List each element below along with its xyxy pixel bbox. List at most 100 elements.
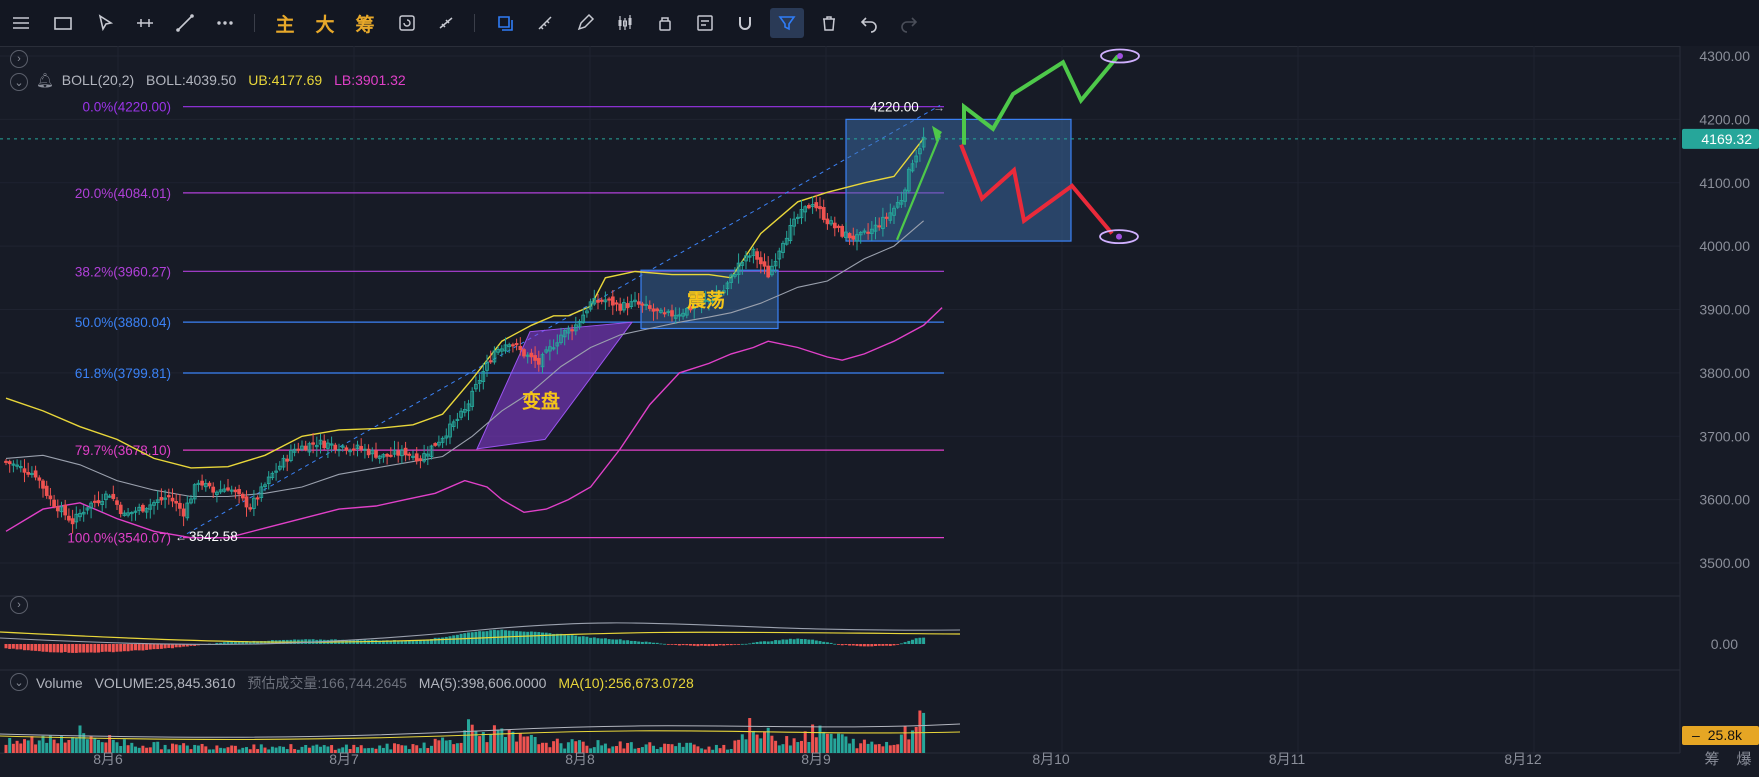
macd-bar	[148, 644, 152, 650]
big-order-button[interactable]: 大	[315, 14, 335, 36]
layers-icon[interactable]	[488, 8, 522, 38]
candle-body	[340, 445, 345, 448]
volume-bar	[729, 748, 733, 753]
collapse-toggle-icon[interactable]: ›	[10, 50, 28, 68]
macd-bar	[426, 639, 430, 644]
volume-bar	[840, 734, 844, 753]
volume-bar	[615, 746, 618, 753]
macd-bar	[541, 632, 544, 644]
candle-body	[884, 216, 889, 219]
filter-icon[interactable]	[770, 8, 804, 38]
macd-bar	[63, 644, 67, 653]
candle-body	[496, 349, 500, 353]
candle-body	[374, 450, 378, 458]
collapse-macd-icon[interactable]: ›	[10, 596, 28, 614]
candles-icon[interactable]	[608, 8, 642, 38]
volume-bar	[352, 744, 356, 753]
redo-icon[interactable]	[892, 8, 926, 38]
candle-body	[296, 448, 301, 451]
magnet-icon[interactable]	[728, 8, 762, 38]
lock-icon[interactable]	[648, 8, 682, 38]
volume-bar	[844, 736, 848, 753]
bearish-path	[959, 143, 1114, 235]
horizontal-line-icon[interactable]	[128, 8, 162, 38]
volume-bar	[185, 745, 189, 753]
macd-bar	[681, 644, 685, 646]
macd-bar	[111, 644, 115, 653]
main-chart-button[interactable]: 主	[275, 14, 295, 36]
volume-bar	[504, 736, 507, 753]
macd-bar	[714, 644, 718, 646]
volume-bar	[152, 742, 156, 753]
volume-bar	[526, 736, 530, 753]
more-icon[interactable]	[208, 8, 242, 38]
macd-bar	[781, 639, 785, 644]
price-tick-label: 3500.00	[1699, 555, 1750, 571]
macd-bar	[193, 644, 197, 646]
volume-bar	[23, 739, 26, 753]
note-icon[interactable]	[688, 8, 722, 38]
target-high-ellipse	[1100, 48, 1140, 64]
candle-body	[662, 312, 667, 315]
collapse-indicator-icon[interactable]: ⌄	[10, 73, 28, 91]
trend-line-icon[interactable]	[168, 8, 202, 38]
volume-bar	[4, 744, 8, 753]
volume-bar	[511, 731, 515, 753]
volume-bar	[193, 744, 197, 753]
refresh-icon[interactable]	[390, 8, 424, 38]
volume-name: Volume	[36, 675, 83, 691]
candle-body	[244, 496, 249, 508]
undo-icon[interactable]	[852, 8, 886, 38]
collapse-volume-icon[interactable]: ⌄	[10, 673, 28, 691]
macd-bar	[422, 639, 426, 644]
price-chart[interactable]: 0.0%(4220.00) 20.0%(4084.01) 38.2%(3960.27…	[0, 46, 1759, 777]
volume-bar	[119, 746, 123, 753]
volume-bar	[792, 738, 796, 753]
macd-bar	[219, 642, 223, 644]
macd-bar	[777, 640, 781, 644]
candle-body	[329, 443, 334, 446]
volume-bar	[740, 734, 744, 753]
candle-body	[599, 299, 604, 302]
candle-body	[348, 450, 352, 453]
candle-body	[200, 480, 204, 486]
volume-bar	[130, 742, 134, 753]
chip-distribution-button[interactable]: 筹	[355, 14, 375, 36]
macd-bar	[603, 638, 607, 644]
trash-icon[interactable]	[812, 8, 846, 38]
volume-bar	[111, 739, 115, 753]
candle-body	[240, 493, 245, 499]
candle-body	[281, 457, 286, 468]
macd-bar	[134, 644, 137, 651]
macd-bar	[174, 644, 178, 648]
macd-bar	[34, 644, 38, 651]
measure-icon[interactable]	[430, 8, 464, 38]
bell-icon[interactable]: 🔔︎	[36, 72, 54, 88]
candle-body	[211, 486, 216, 493]
ruler-icon[interactable]	[528, 8, 562, 38]
volume-bar	[485, 742, 489, 753]
macd-bar	[885, 644, 889, 646]
candle-body	[799, 209, 804, 219]
macd-bar	[230, 641, 234, 644]
fib-level-label: 50.0%(3880.04)	[75, 315, 171, 330]
volume-bar	[85, 739, 89, 753]
candle-body	[270, 472, 275, 479]
macd-bar	[248, 641, 252, 644]
volume-bar	[463, 730, 467, 753]
volume-bar	[714, 744, 718, 753]
candle-body	[481, 371, 486, 382]
price-tick-label: 4100.00	[1699, 175, 1750, 191]
macd-bar	[848, 644, 852, 646]
menu-icon[interactable]	[4, 8, 38, 38]
cursor-icon[interactable]	[88, 8, 122, 38]
candle-body	[129, 512, 134, 515]
price-axis: 4300.00 4200.00 4100.00 4000.00 3900.00 3800.…	[1679, 46, 1759, 777]
volume-bar	[19, 743, 23, 753]
macd-bar	[378, 640, 382, 644]
macd-bar	[60, 644, 63, 653]
volume-bar	[711, 749, 715, 753]
rectangle-icon[interactable]	[46, 8, 80, 38]
pen-icon[interactable]	[568, 8, 602, 38]
candle-body	[603, 299, 608, 303]
